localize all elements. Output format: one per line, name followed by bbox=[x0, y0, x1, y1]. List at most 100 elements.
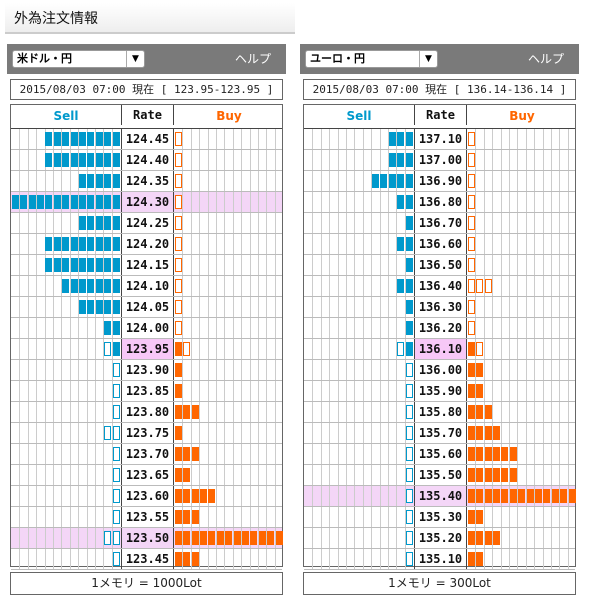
grid-line bbox=[320, 339, 322, 359]
grid-line bbox=[44, 129, 46, 149]
grid-line bbox=[379, 486, 381, 506]
grid-line bbox=[388, 423, 389, 443]
grid-line bbox=[190, 444, 192, 464]
page-title: 外為注文情報 bbox=[5, 3, 295, 34]
grid-line bbox=[346, 528, 347, 548]
grid-line bbox=[111, 150, 113, 170]
chevron-down-icon[interactable]: ▼ bbox=[126, 51, 144, 67]
grid-line bbox=[36, 444, 38, 464]
grid-line bbox=[379, 276, 381, 296]
grid-line bbox=[103, 129, 105, 149]
grid-line bbox=[216, 234, 217, 254]
grid-line bbox=[266, 360, 268, 380]
grid-line bbox=[36, 192, 38, 212]
buy-order-block bbox=[183, 510, 191, 524]
sell-order-block bbox=[62, 258, 70, 272]
grid-line bbox=[362, 402, 364, 422]
buy-pending-block bbox=[174, 279, 182, 293]
grid-line bbox=[534, 423, 536, 443]
currency-pair-select[interactable]: 米ドル・円 ▼ bbox=[12, 50, 145, 68]
grid-line bbox=[404, 318, 406, 338]
grid-line bbox=[190, 255, 192, 275]
grid-line bbox=[258, 444, 259, 464]
grid-line bbox=[567, 276, 569, 296]
grid-line bbox=[274, 297, 276, 317]
grid-line bbox=[475, 150, 477, 170]
grid-line bbox=[542, 360, 544, 380]
grid-line bbox=[551, 234, 552, 254]
grid-line bbox=[86, 381, 88, 401]
buy-cells bbox=[467, 297, 575, 317]
grid-line bbox=[567, 234, 569, 254]
grid-line bbox=[19, 129, 21, 149]
sell-order-block bbox=[104, 279, 112, 293]
order-row: 136.40 bbox=[304, 276, 575, 297]
order-row: 136.70 bbox=[304, 213, 575, 234]
grid-line bbox=[182, 213, 184, 233]
grid-line bbox=[534, 528, 536, 548]
buy-cells bbox=[174, 339, 282, 359]
grid-line bbox=[207, 528, 209, 548]
buy-order-block bbox=[484, 447, 492, 461]
grid-line bbox=[396, 486, 398, 506]
grid-line bbox=[362, 360, 364, 380]
grid-line bbox=[320, 255, 322, 275]
grid-line bbox=[483, 360, 485, 380]
currency-pair-select[interactable]: ユーロ・円 ▼ bbox=[305, 50, 438, 68]
grid-line bbox=[346, 234, 347, 254]
grid-line bbox=[371, 213, 373, 233]
grid-line bbox=[266, 129, 268, 149]
grid-line bbox=[182, 486, 184, 506]
grid-line bbox=[258, 255, 259, 275]
rate-cell: 124.45 bbox=[121, 129, 174, 149]
grid-line bbox=[312, 549, 314, 569]
grid-line bbox=[404, 360, 406, 380]
help-link[interactable]: ヘルプ bbox=[234, 52, 271, 66]
grid-line bbox=[241, 423, 243, 443]
buy-order-block bbox=[492, 531, 500, 545]
sell-order-block bbox=[62, 279, 70, 293]
help-link[interactable]: ヘルプ bbox=[527, 52, 564, 66]
grid-line bbox=[379, 549, 381, 569]
grid-line bbox=[232, 234, 234, 254]
grid-line bbox=[346, 192, 347, 212]
sell-order-block bbox=[45, 153, 53, 167]
grid-line bbox=[78, 297, 80, 317]
buy-order-block bbox=[501, 447, 509, 461]
grid-line bbox=[475, 507, 477, 527]
sell-order-block bbox=[112, 321, 120, 335]
grid-line bbox=[190, 234, 192, 254]
grid-line bbox=[19, 234, 21, 254]
buy-cells bbox=[174, 192, 282, 212]
grid-line bbox=[61, 171, 63, 191]
grid-line bbox=[329, 192, 331, 212]
grid-line bbox=[346, 507, 347, 527]
sell-order-block bbox=[70, 279, 78, 293]
order-row: 136.80 bbox=[304, 192, 575, 213]
grid-line bbox=[559, 507, 561, 527]
grid-line bbox=[475, 444, 477, 464]
grid-line bbox=[27, 381, 29, 401]
grid-line bbox=[274, 444, 276, 464]
grid-line bbox=[44, 213, 46, 233]
grid-line bbox=[241, 360, 243, 380]
grid-line bbox=[362, 255, 364, 275]
rate-cell: 123.45 bbox=[121, 549, 174, 569]
grid-line bbox=[207, 297, 209, 317]
grid-line bbox=[396, 213, 398, 233]
buy-cells bbox=[174, 318, 282, 338]
grid-line bbox=[61, 129, 63, 149]
grid-line bbox=[27, 465, 29, 485]
sell-order-block bbox=[104, 216, 112, 230]
order-row: 136.30 bbox=[304, 297, 575, 318]
grid-line bbox=[199, 129, 201, 149]
buy-cells bbox=[467, 234, 575, 254]
grid-line bbox=[19, 192, 21, 212]
grid-line bbox=[44, 318, 46, 338]
grid-line bbox=[551, 402, 552, 422]
panel-header: ユーロ・円 ▼ ヘルプ bbox=[300, 44, 579, 74]
chevron-down-icon[interactable]: ▼ bbox=[419, 51, 437, 67]
grid-line bbox=[27, 255, 29, 275]
grid-line bbox=[224, 129, 226, 149]
order-row: 124.20 bbox=[11, 234, 282, 255]
